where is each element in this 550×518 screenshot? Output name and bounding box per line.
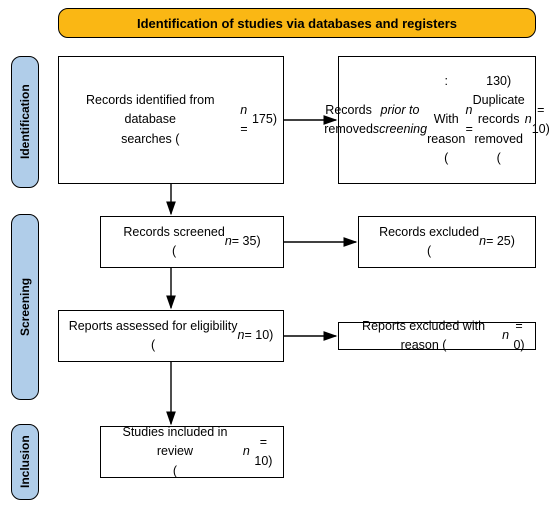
stage-label-screening: Screening [11, 214, 39, 400]
box-included: Studies included in review(n = 10) [100, 426, 284, 478]
prisma-flowchart: Identification of studies via databases … [0, 0, 550, 518]
box-identified: Records identified from databasesearches… [58, 56, 284, 184]
box-screened: Records screened(n = 35) [100, 216, 284, 268]
box-excluded2: Reports excluded with reason (n = 0) [338, 322, 536, 350]
box-assessed: Reports assessed for eligibility(n = 10) [58, 310, 284, 362]
stage-label-inclusion: Inclusion [11, 424, 39, 500]
stage-label-identification: Identification [11, 56, 39, 188]
box-removed: Records removed prior toscreening:With r… [338, 56, 536, 184]
header-bar: Identification of studies via databases … [58, 8, 536, 38]
box-excluded1: Records excluded(n = 25) [358, 216, 536, 268]
